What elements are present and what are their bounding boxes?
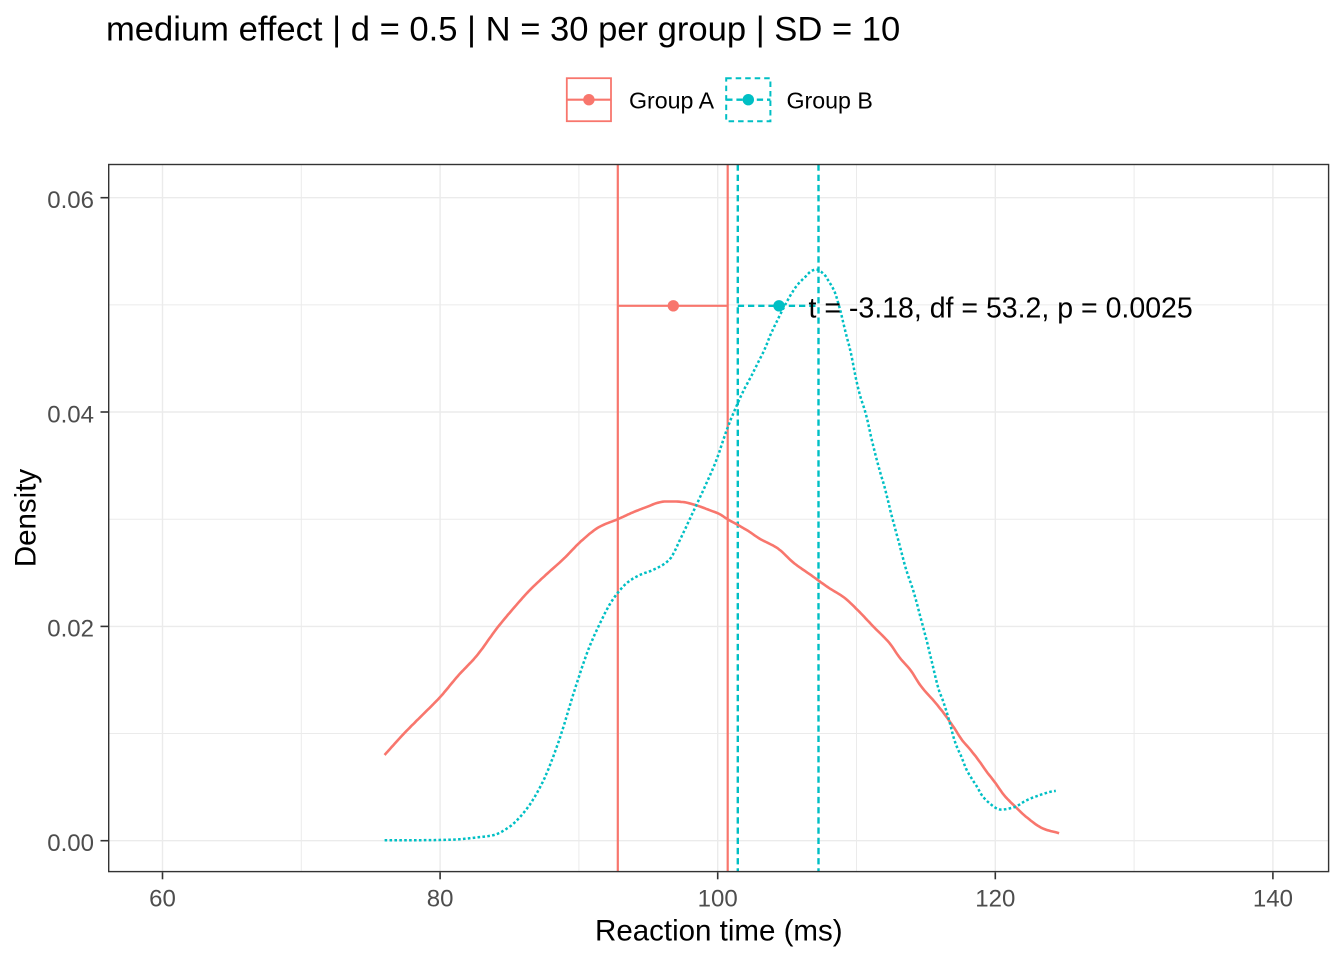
svg-text:100: 100 <box>698 885 738 912</box>
svg-text:t = -3.18, df = 53.2, p = 0.00: t = -3.18, df = 53.2, p = 0.0025 <box>809 292 1193 324</box>
svg-text:Group B: Group B <box>787 88 873 114</box>
svg-text:0.02: 0.02 <box>47 616 94 643</box>
svg-text:Group A: Group A <box>629 88 715 114</box>
svg-text:0.00: 0.00 <box>47 830 94 857</box>
svg-text:Density: Density <box>9 469 42 568</box>
svg-text:medium effect | d = 0.5 | N =: medium effect | d = 0.5 | N = 30 per gro… <box>106 11 900 49</box>
svg-text:Reaction time (ms): Reaction time (ms) <box>595 914 843 947</box>
svg-text:60: 60 <box>149 885 176 912</box>
svg-text:0.04: 0.04 <box>47 401 94 428</box>
svg-text:120: 120 <box>975 885 1015 912</box>
svg-text:140: 140 <box>1253 885 1293 912</box>
svg-text:80: 80 <box>427 885 454 912</box>
svg-text:0.06: 0.06 <box>47 187 94 214</box>
